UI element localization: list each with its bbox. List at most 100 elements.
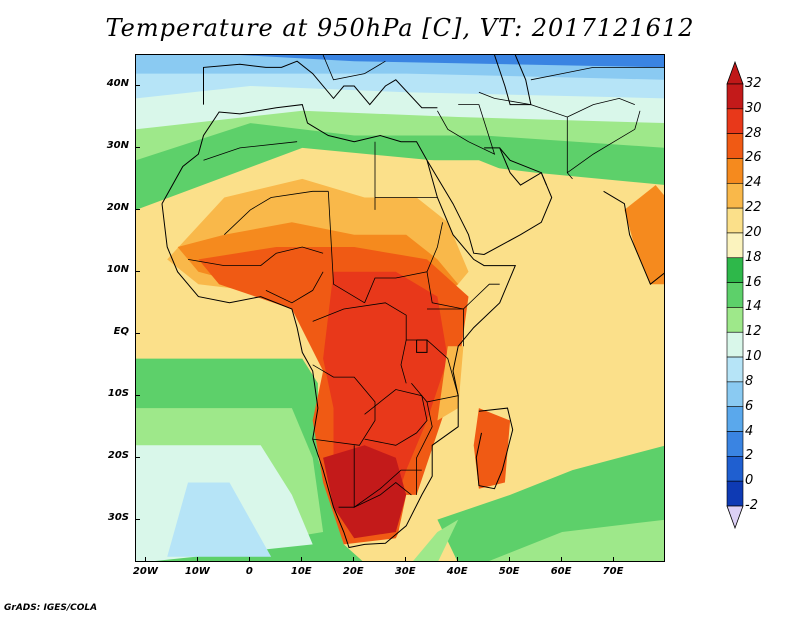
temp-region-india-warm [624,185,664,285]
colorbar-level-label: 2 [745,448,754,464]
colorbar-bin [726,108,744,134]
border-sudan [364,222,443,303]
lon-tick-mark [509,557,511,562]
lon-tick-label: 10E [290,566,312,577]
lat-tick-mark [135,394,140,396]
border-namibia-bots [353,445,422,508]
lon-tick-mark [561,557,563,562]
lat-tick-label: EQ [113,325,129,337]
lon-tick-mark [249,557,251,562]
colorbar-bin [726,456,744,482]
temperature-map[interactable] [135,54,665,562]
border-europe [322,55,386,81]
colorbar-level-label: 18 [745,249,762,265]
lon-tick-mark [405,557,407,562]
lon-tick-mark [457,557,459,562]
border-afghan [567,97,635,118]
colorbar-level-label: 22 [745,200,762,216]
temp-region-east-africa-green-tip [413,519,459,561]
colorbar-bin [726,356,744,383]
colorbar [726,60,744,530]
temp-region-south-deep-red [323,445,407,539]
colorbar-bin [726,257,744,283]
africa-coastline [161,104,517,549]
temp-region-east-africa-cool [437,346,464,421]
lat-tick-label: 40N [106,77,129,89]
temp-region-arabia-cool [427,160,552,247]
border-zambia [364,389,428,446]
lon-tick-label: 20W [132,566,158,577]
temp-region-north-deepblue [239,55,664,68]
lat-tick-label: 10N [106,263,129,275]
colorbar-level-label: 10 [745,349,762,365]
colorbar-top-arrow [726,60,744,85]
border-sahara-2 [224,190,329,235]
grads-credit: GrADS: IGES/COLA [4,603,98,613]
border-central-asia [530,66,664,81]
colorbar-bin [726,307,744,333]
border-tanzania [406,339,459,403]
colorbar-level-label: 24 [745,175,762,191]
border-iran [478,91,573,180]
temp-region-south-atlantic-blue [167,482,272,557]
lat-tick-mark [135,270,140,272]
colorbar-bin [726,331,744,358]
colorbar-bin [726,431,744,457]
lon-tick-label: 60E [550,566,572,577]
colorbar-level-label: 0 [745,473,754,489]
lat-tick-label: 30N [106,139,129,151]
border-pakistan [567,110,641,174]
border-congo [312,302,407,384]
colorbar-bin [726,207,744,234]
colorbar-level-label: -2 [745,498,758,513]
colorbar-level-label: 20 [745,224,762,240]
lat-tick-mark [135,208,140,210]
lon-tick-label: 0 [245,566,253,577]
lat-tick-mark [135,332,140,334]
lon-tick-mark [353,557,355,562]
lon-tick-mark [197,557,199,562]
colorbar-bottom-arrow [726,505,744,530]
map-canvas [136,55,664,561]
colorbar-level-label: 28 [745,125,762,141]
lat-tick-label: 20S [107,449,129,461]
colorbar-bin [726,133,744,159]
border-kenya [427,308,464,347]
map-title: Temperature at 950hPa [C], VT: 201712161… [105,14,695,42]
colorbar-bin [726,158,744,184]
colorbar-level-label: 30 [745,100,762,116]
lon-tick-label: 70E [602,566,624,577]
temp-region-indian-south-light [489,519,664,561]
colorbar-level-label: 12 [745,324,762,340]
colorbar-level-label: 32 [745,76,762,91]
border-mozambique [416,401,433,495]
colorbar-bin [726,232,744,259]
colorbar-level-label: 6 [745,398,754,414]
colorbar-level-label: 16 [745,274,762,290]
border-nigeria [265,271,324,304]
colorbar-level-label: 14 [745,299,762,315]
border-angola [312,364,376,446]
lat-tick-mark [135,146,140,148]
lon-tick-mark [145,557,147,562]
colorbar-bin [726,282,744,308]
arabia-coastline [426,147,553,256]
caspian-shore [494,55,532,106]
colorbar-level-label: 8 [745,373,754,389]
lon-tick-label: 10W [184,566,210,577]
lon-tick-label: 50E [498,566,520,577]
lat-tick-label: 30S [107,511,129,523]
lon-tick-label: 30E [394,566,416,577]
colorbar-bin [726,182,744,209]
lat-tick-mark [135,84,140,86]
lat-tick-mark [135,456,140,458]
lat-tick-label: 10S [107,387,129,399]
persian-gulf [499,147,547,186]
border-middle-east [437,104,496,155]
colorbar-bin [726,480,744,507]
colorbar-bin [726,83,744,110]
madagascar-coastline [475,407,514,490]
colorbar-bin [726,381,744,408]
colorbar-level-label: 26 [745,150,762,166]
border-chad [327,191,365,304]
